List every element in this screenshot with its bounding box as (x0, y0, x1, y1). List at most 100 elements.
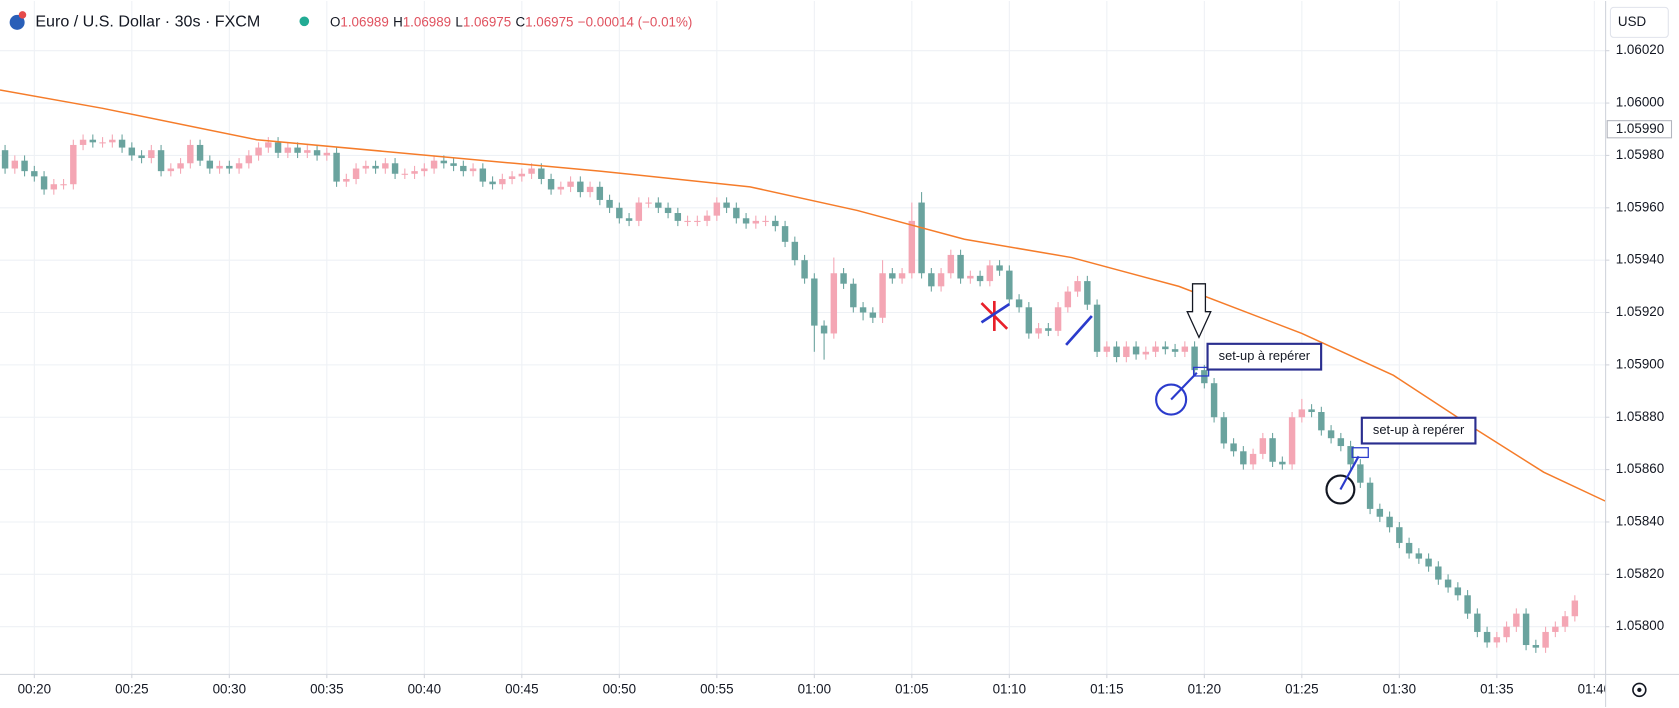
candle-body (1279, 461, 1286, 465)
candle-body (586, 186, 594, 193)
candle-body (274, 142, 282, 153)
candle-body (460, 165, 467, 172)
candle-body (1415, 553, 1423, 559)
candle-body (1240, 451, 1247, 465)
arrow-down (1186, 283, 1212, 339)
x-tick-label: 01:10 (993, 681, 1026, 696)
candle-body (128, 147, 136, 156)
x-tick-label: 01:40 (1578, 681, 1611, 696)
candle-body (1493, 637, 1501, 643)
legend-value: 1.06989 (403, 14, 451, 29)
candle-body (1503, 626, 1510, 638)
candle-body (508, 176, 516, 179)
candle-body (118, 139, 126, 148)
candle-body (752, 220, 760, 224)
settings-icon[interactable] (1632, 682, 1647, 698)
currency-button[interactable] (1609, 6, 1669, 38)
candle-body (635, 202, 643, 221)
candle-body (450, 163, 457, 166)
candle-body (1, 150, 9, 169)
candle-body (1045, 328, 1052, 331)
symbol-title: Euro / U.S. Dollar · 30s · FXCM (35, 13, 260, 31)
candle-body (187, 144, 194, 164)
currency[interactable]: USD (1618, 14, 1647, 29)
legend-label: L (455, 14, 462, 29)
moving-average (0, 89, 1606, 502)
candle-body (1123, 346, 1130, 358)
candle-body (840, 273, 847, 284)
symbol-icon-flag (18, 11, 27, 19)
candle-body (1162, 346, 1169, 350)
trend-line (1065, 315, 1093, 346)
candle-body (528, 168, 535, 174)
legend-label: H (393, 14, 403, 29)
candle-body (1454, 587, 1462, 596)
candle-body (1552, 626, 1559, 632)
candle-body (684, 220, 691, 222)
candle-body (382, 163, 389, 169)
candle-body (265, 142, 272, 148)
candle-body (1064, 291, 1072, 308)
highlight-box (1192, 366, 1210, 377)
candle-body (1464, 595, 1471, 614)
candle-body (1513, 613, 1520, 627)
candle-body (284, 147, 292, 153)
legend-label: O (330, 14, 340, 29)
x-tick-label: 00:55 (700, 681, 733, 696)
candle-body (421, 168, 428, 172)
pointer-line (1339, 455, 1360, 491)
legend-value: 1.06989 (340, 14, 388, 29)
candle-body (908, 220, 916, 274)
candle-body (79, 139, 87, 145)
candle-body (1425, 558, 1432, 567)
candle-body (1113, 346, 1120, 358)
candle-body (742, 218, 750, 224)
candle-body (762, 220, 769, 222)
candle-body (148, 150, 155, 159)
legend-label: C (515, 14, 525, 29)
y-tick-label: 1.06000 (1616, 95, 1664, 110)
candle-body (245, 155, 253, 164)
candle-body (362, 165, 370, 169)
candle-body (1152, 346, 1159, 352)
y-tick-label: 1.05820 (1616, 566, 1664, 581)
candle-body (226, 165, 233, 169)
candle-body (1269, 438, 1276, 462)
candle-body (391, 163, 399, 174)
candle-body (1337, 438, 1345, 447)
candle-body (928, 273, 935, 287)
candle-body (99, 142, 106, 144)
candle-body (1444, 579, 1452, 588)
candle-body (469, 168, 477, 172)
x-tick-label: 00:20 (18, 681, 51, 696)
callout-box (1206, 342, 1323, 371)
candle-body (830, 273, 838, 334)
candle-body (177, 163, 184, 169)
candle-body (1132, 346, 1140, 355)
candle-body (1571, 600, 1579, 617)
circle-marker (1325, 474, 1356, 505)
candle-body (206, 160, 214, 169)
candle-body (1347, 446, 1354, 465)
candle-body (889, 273, 896, 279)
candle-body (430, 160, 438, 169)
y-tick-label: 1.05800 (1616, 618, 1664, 633)
y-tick-label: 1.05980 (1616, 147, 1664, 162)
candle-body (1561, 616, 1569, 627)
x-tick-label: 01:35 (1480, 681, 1513, 696)
y-tick-label: 1.06020 (1616, 42, 1664, 57)
candle-body (1259, 438, 1267, 454)
candle-body (791, 241, 799, 261)
x-tick-label: 00:25 (115, 681, 148, 696)
highlight-box (1351, 447, 1369, 459)
x-tick-label: 00:50 (603, 681, 636, 696)
candle-body (567, 181, 574, 187)
pointer-line (1170, 372, 1198, 401)
candle-body (352, 168, 360, 179)
candle-body (625, 218, 633, 221)
candle-body (879, 273, 886, 318)
legend-change: −0.00014 (−0.01%) (578, 14, 693, 29)
candle-body (1210, 383, 1218, 418)
annotations: set-up à repérer set-up à repérer (980, 283, 1477, 505)
